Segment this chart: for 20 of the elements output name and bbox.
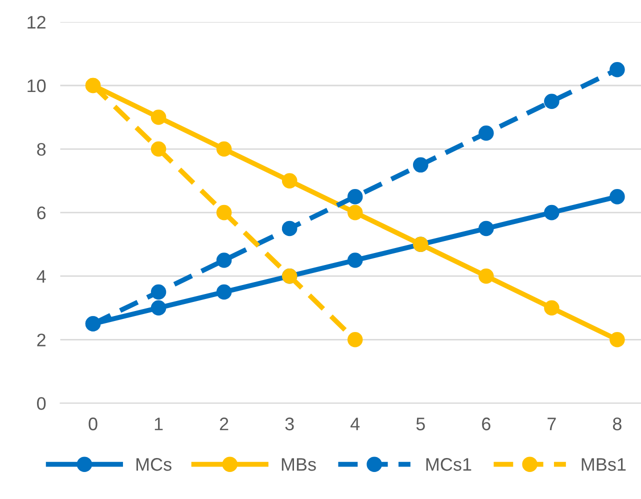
y-tick-label: 0 (37, 397, 46, 410)
legend-label: MBs (282, 458, 316, 471)
y-tick-label: 6 (37, 206, 46, 220)
legend-label: MCs (136, 458, 172, 471)
x-tick-label: 6 (482, 418, 490, 430)
y-tick-label: 4 (36, 270, 46, 283)
y-tick-label: 12 (28, 16, 46, 28)
x-tick-label: 5 (416, 418, 425, 430)
legend-label: MBs1 (582, 458, 626, 471)
x-tick-label: 7 (548, 418, 556, 430)
y-tick-label: 8 (37, 142, 46, 156)
x-tick-label: 4 (350, 418, 360, 430)
x-tick-label: 8 (612, 418, 622, 430)
x-tick-label: 3 (285, 418, 294, 430)
legend-label: MCs1 (426, 458, 472, 471)
x-tick-label: 2 (220, 418, 228, 430)
y-tick-label: 10 (28, 79, 46, 92)
y-tick-label: 2 (37, 334, 46, 346)
x-tick-label: 0 (88, 418, 98, 430)
x-tick-label: 1 (154, 418, 163, 430)
